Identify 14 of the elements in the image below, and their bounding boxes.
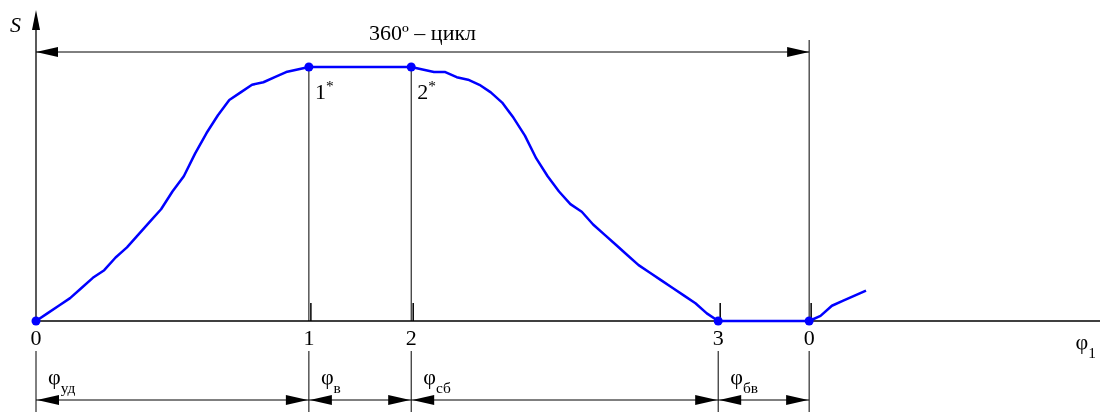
text: φ$_{бв}$: [730, 364, 758, 396]
text: φ$_{уд}$: [48, 364, 76, 396]
text: φ$_{в}$: [320, 364, 341, 396]
text: 360º – цикл: [369, 20, 477, 45]
annotation: 2$^{*}$: [417, 76, 436, 104]
y-axis-title: S: [10, 12, 21, 37]
text: φ$_{1}$: [1075, 329, 1096, 361]
x-tick-label: 0: [803, 325, 815, 350]
annotation: 1$^{*}$: [314, 76, 334, 104]
x-tick-label: 1: [303, 325, 315, 350]
x-tick-label: 0: [30, 325, 42, 350]
x-tick-label: 2: [405, 325, 417, 350]
x-tick-label: 3: [712, 325, 724, 350]
text: φ$_{сб}$: [423, 364, 451, 396]
